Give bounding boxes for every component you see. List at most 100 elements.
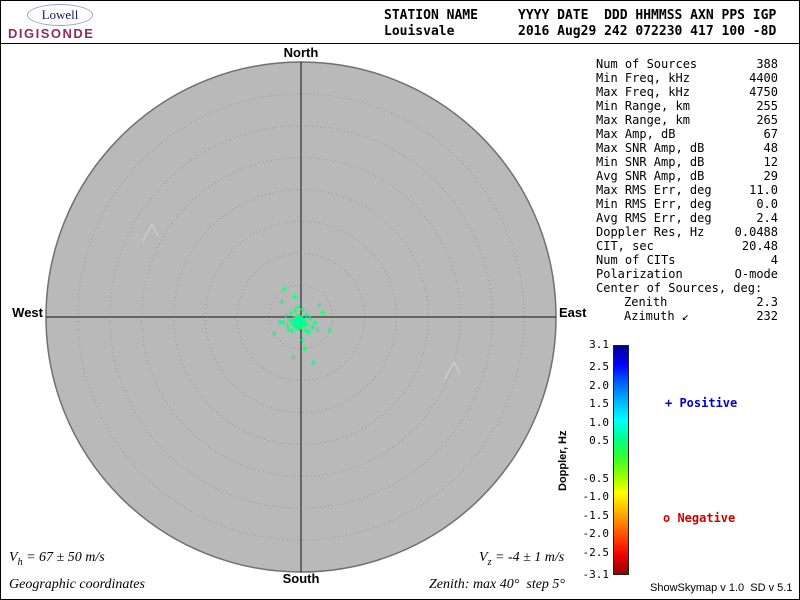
- legend-negative: o Negative: [663, 511, 736, 525]
- stat-label: Center of Sources, deg:: [596, 281, 763, 295]
- stat-row: Max Amp, dB 67: [596, 127, 778, 141]
- source-marker: [288, 310, 294, 316]
- coordinates-annotation: Geographic coordinates: [9, 577, 145, 592]
- stats-panel: Num of Sources 388 Min Freq, kHz 4400 Max Fr…: [596, 57, 778, 323]
- stat-value: 4400: [749, 71, 778, 85]
- source-marker: [290, 319, 296, 325]
- colorbar-ticks: 3.1 2.5 2.0 1.5 1.0 0.5 -0.5 -1.0 -1.5 -2.0 -2.5 -3…: [579, 339, 610, 581]
- source-marker: [310, 360, 316, 366]
- source-marker: [295, 326, 301, 332]
- colorbar-tick: 2.0: [589, 378, 609, 392]
- stat-label: Max RMS Err, deg: [596, 183, 712, 197]
- source-marker: [292, 308, 298, 314]
- source-marker: [302, 319, 308, 325]
- stat-row: Azimuth ↙ 232: [596, 309, 778, 323]
- stat-row: Center of Sources, deg:: [596, 281, 778, 295]
- digisonde-logo-text: DIGISONDE: [8, 26, 95, 41]
- source-marker: [283, 313, 289, 319]
- header-fields-label: YYYY DATE DDD HHMMSS AXN PPS IGP: [518, 8, 777, 23]
- source-marker: [281, 286, 287, 292]
- source-marker: [304, 312, 310, 318]
- colorbar-tick: -1.5: [582, 508, 610, 522]
- stat-value: O-mode: [734, 267, 778, 281]
- colorbar-tick: -3.1: [582, 568, 610, 581]
- stat-label: Zenith: [624, 295, 668, 309]
- stat-value: 2.4: [756, 211, 778, 225]
- source-marker: [300, 306, 306, 312]
- stat-label: Min SNR Amp, dB: [596, 155, 705, 169]
- vz-symbol: V: [479, 550, 488, 565]
- vh-symbol: V: [9, 550, 18, 565]
- stat-label: Min Freq, kHz: [596, 71, 690, 85]
- header-fields-value: 2016 Aug29 242 072230 417 100 -8D: [518, 24, 777, 39]
- stat-label: CIT, sec: [596, 239, 654, 253]
- drift-arrow-icon: [142, 222, 159, 242]
- vh-subscript: h: [17, 556, 23, 568]
- source-marker: [301, 323, 307, 329]
- legend-positive: + Positive: [665, 396, 738, 410]
- stat-value: 0.0: [756, 197, 778, 211]
- stat-label: Num of Sources: [596, 57, 698, 71]
- stat-value: 12: [763, 155, 778, 169]
- source-marker: [295, 304, 301, 310]
- stat-row: Polarization O-mode: [596, 267, 778, 281]
- stat-label: Max Range, km: [596, 113, 690, 127]
- source-marker: [289, 328, 295, 334]
- stat-label: Num of CITs: [596, 253, 676, 267]
- scatter-points: [271, 286, 333, 366]
- colorbar-tick: 2.5: [589, 360, 609, 374]
- colorbar-tick: 1.0: [589, 415, 609, 429]
- stat-row: Min Range, km 255: [596, 99, 778, 113]
- colorbar-tick: 1.5: [589, 397, 609, 411]
- zenith-range-annotation: Zenith: max 40° step 5°: [429, 577, 566, 592]
- source-marker: [285, 323, 291, 329]
- colorbar-tick: -1.0: [582, 490, 610, 504]
- vz-subscript: z: [487, 556, 492, 568]
- stat-row: Min SNR Amp, dB 12: [596, 155, 778, 169]
- stat-value: 2.3: [756, 295, 778, 309]
- stat-row: Max Freq, kHz 4750: [596, 85, 778, 99]
- source-marker: [304, 322, 310, 328]
- stat-row: CIT, sec 20.48: [596, 239, 778, 253]
- stat-label: Min Range, km: [596, 99, 690, 113]
- colorbar-tick: 0.5: [589, 434, 609, 448]
- source-marker: [316, 303, 322, 309]
- stat-value: 255: [756, 99, 778, 113]
- colorbar-title: Doppler, Hz: [557, 430, 569, 492]
- compass-label-south: South: [282, 571, 320, 586]
- source-marker: [280, 320, 286, 326]
- stat-row: Min RMS Err, deg 0.0: [596, 197, 778, 211]
- stat-value: 48: [763, 141, 778, 155]
- compass-label-east: East: [559, 305, 587, 320]
- colorbar-tick: -2.5: [582, 545, 610, 559]
- source-marker: [307, 316, 313, 322]
- source-marker: [327, 327, 333, 333]
- stat-row: Num of CITs 4: [596, 253, 778, 267]
- stat-value: 232: [756, 309, 778, 323]
- source-marker: [320, 310, 326, 316]
- stat-label: Azimuth ↙: [624, 309, 690, 323]
- stat-row: Num of Sources 388: [596, 57, 778, 71]
- stat-value: 265: [756, 113, 778, 127]
- stat-label: Min RMS Err, deg: [596, 197, 712, 211]
- lowell-logo: Lowell: [27, 4, 93, 26]
- source-marker: [302, 346, 308, 352]
- stat-value: 11.0: [749, 183, 778, 197]
- compass-label-west: West: [12, 305, 43, 320]
- stat-label: Polarization: [596, 267, 683, 281]
- source-marker: [299, 315, 305, 321]
- drift-arrow-icon: [444, 360, 461, 380]
- source-marker: [309, 324, 315, 330]
- stat-value: 20.48: [741, 239, 778, 253]
- version-text: ShowSkymap v 1.0 SD v 5.1: [650, 582, 793, 594]
- colorbar-tick: -2.0: [582, 527, 610, 541]
- stat-row: Max RMS Err, deg 11.0: [596, 183, 778, 197]
- stat-label: Max Amp, dB: [596, 127, 676, 141]
- stat-row: Doppler Res, Hz 0.0488: [596, 225, 778, 239]
- colorbar-tick: 3.1: [589, 338, 609, 351]
- source-marker: [302, 327, 308, 333]
- stat-value: 4750: [749, 85, 778, 99]
- stat-row: Max SNR Amp, dB 48: [596, 141, 778, 155]
- source-marker: [292, 324, 298, 330]
